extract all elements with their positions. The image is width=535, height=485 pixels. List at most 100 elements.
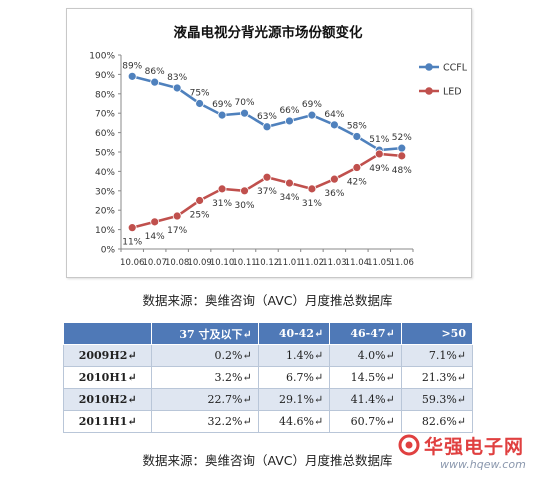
watermark-title: 华强电子网 <box>424 436 525 458</box>
table-header-cell: 37 寸及以下↵ <box>151 322 259 345</box>
data-point-led <box>352 163 362 172</box>
data-point-led <box>374 149 384 159</box>
data-source-caption: 数据来源：奥维咨询（AVC）月度推总数据库 <box>142 293 393 308</box>
table-cell: 6.7%↵ <box>257 366 331 389</box>
data-point-ccfl <box>150 77 160 87</box>
table-header-cell: 46-47↵ <box>329 322 402 345</box>
data-point-led <box>150 217 160 227</box>
table-cell: 60.7%↵ <box>329 410 402 433</box>
data-label-led: 31% <box>212 199 232 209</box>
data-label-ccfl: 69% <box>302 100 322 110</box>
y-tick-label: 80% <box>95 90 115 100</box>
x-tick-label: 11.06 <box>390 258 414 268</box>
data-point-led <box>307 184 317 194</box>
table-header-row: 37 寸及以下↵ 40-42↵ 46-47↵ >50 <box>62 322 474 345</box>
x-tick-label: 11.03 <box>322 258 346 268</box>
data-point-led <box>262 172 272 182</box>
watermark-url: www.hqew.com <box>440 458 526 471</box>
data-label-ccfl: 75% <box>190 89 210 99</box>
table-cell: 14.5%↵ <box>329 366 402 389</box>
data-point-led <box>397 151 407 161</box>
y-tick-label: 100% <box>89 52 115 62</box>
y-tick-label: 70% <box>95 110 115 120</box>
y-tick-label: 50% <box>95 149 115 159</box>
table-row-label: 2009H2↵ <box>62 344 153 367</box>
table-row: 2010H1↵ 3.2%↵ 6.7%↵ 14.5%↵ 21.3%↵ <box>62 366 474 389</box>
data-label-led: 30% <box>235 201 255 211</box>
data-point-led <box>285 178 294 188</box>
x-tick-label: 11.02 <box>300 258 324 268</box>
data-point-led <box>329 174 339 184</box>
data-point-ccfl <box>307 110 317 120</box>
table-cell: 22.7%↵ <box>151 388 259 411</box>
legend-marker-ccfl <box>425 63 433 71</box>
data-point-ccfl <box>172 83 182 93</box>
data-label-ccfl: 58% <box>347 121 367 131</box>
data-label-led: 36% <box>324 189 344 199</box>
chart-panel: 液晶电视分背光源市场份额变化 0% 10% 20% 30% 40% 50% 60% 70% 80%… <box>66 8 472 278</box>
data-label-led: 11% <box>122 238 142 248</box>
x-tick-label: 10.12 <box>255 258 279 268</box>
watermark: 华强电子网 www.hqew.com <box>398 432 533 482</box>
table-cell: 41.4%↵ <box>329 388 402 411</box>
market-share-table: 37 寸及以下↵ 40-42↵ 46-47↵ >50 2009H2↵ 0.2%↵… <box>62 322 474 433</box>
table-row: 2011H1↵ 32.2%↵ 44.6%↵ 60.7%↵ 82.6%↵ <box>62 410 474 433</box>
data-label-ccfl: 89% <box>122 61 142 71</box>
data-label-led: 49% <box>369 164 389 174</box>
data-label-led: 34% <box>279 193 299 203</box>
x-tick-label: 10.08 <box>165 258 189 268</box>
table-cell: 32.2%↵ <box>151 410 259 433</box>
table-cell: 3.2%↵ <box>151 366 259 389</box>
data-label-ccfl: 63% <box>257 112 277 122</box>
table-cell: 0.2%↵ <box>151 344 259 367</box>
table-cell: 82.6%↵ <box>400 410 474 433</box>
data-point-ccfl <box>262 122 272 132</box>
table-header-cell: >50 <box>400 322 474 345</box>
legend-label-ccfl: CCFL <box>443 63 468 74</box>
table-cell: 59.3%↵ <box>400 388 474 411</box>
x-tick-label: 10.09 <box>187 258 211 268</box>
data-point-led <box>217 184 227 194</box>
data-label-ccfl: 70% <box>235 98 255 108</box>
table-header-cell: 40-42↵ <box>257 322 331 345</box>
table-row-label: 2010H2↵ <box>62 388 153 411</box>
hqew-logo-icon <box>398 434 420 456</box>
x-tick-label: 11.05 <box>367 258 391 268</box>
data-label-led: 31% <box>302 199 322 209</box>
table-row: 2010H2↵ 22.7%↵ 29.1%↵ 41.4%↵ 59.3%↵ <box>62 388 474 411</box>
data-point-ccfl <box>127 71 137 81</box>
data-label-ccfl: 52% <box>392 133 412 143</box>
data-point-led <box>195 196 205 205</box>
y-tick-label: 30% <box>95 187 115 197</box>
y-tick-label: 0% <box>101 246 116 256</box>
data-label-led: 14% <box>145 232 165 242</box>
data-point-ccfl <box>397 143 407 153</box>
table-row-label: 2011H1↵ <box>62 410 153 433</box>
chart-title: 液晶电视分背光源市场份额变化 <box>174 24 363 41</box>
data-point-led <box>172 211 182 221</box>
x-tick-label: 10.07 <box>143 258 167 268</box>
data-label-ccfl: 69% <box>212 100 232 110</box>
table-cell: 29.1%↵ <box>257 388 331 411</box>
data-point-ccfl <box>285 116 294 126</box>
data-point-ccfl <box>329 120 339 130</box>
y-tick-label: 90% <box>95 71 115 81</box>
data-label-ccfl: 66% <box>279 106 299 116</box>
table-cell: 7.1%↵ <box>400 344 474 367</box>
legend-marker-led <box>425 87 433 95</box>
y-tick-label: 20% <box>95 207 115 217</box>
table-header-cell <box>62 322 153 345</box>
table-row-label: 2010H1↵ <box>62 366 153 389</box>
y-tick-label: 10% <box>95 226 115 236</box>
y-tick-label: 40% <box>95 168 115 178</box>
table-cell: 21.3%↵ <box>400 366 474 389</box>
data-label-led: 48% <box>392 166 412 176</box>
x-tick-label: 11.01 <box>277 258 301 268</box>
table-cell: 1.4%↵ <box>257 344 331 367</box>
table-cell: 4.0%↵ <box>329 344 402 367</box>
data-point-ccfl <box>217 110 227 120</box>
table-cell: 44.6%↵ <box>257 410 331 433</box>
x-tick-label: 10.10 <box>210 258 234 268</box>
data-label-led: 42% <box>347 178 367 188</box>
legend-label-led: LED <box>443 87 462 98</box>
